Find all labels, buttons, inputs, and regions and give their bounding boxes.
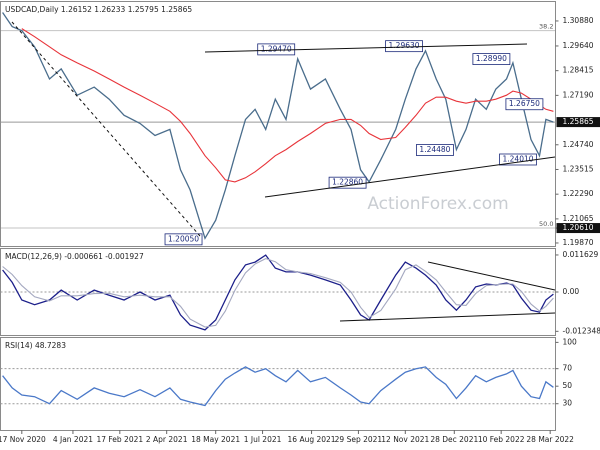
y-tick-label: 30 [563,399,573,408]
x-tick-label: 2 Apr 2021 [146,435,188,444]
x-tick-label: 17 Feb 2021 [96,435,143,444]
fib-label: 50.0 [539,220,553,228]
resistance-trendline [204,43,528,53]
rsi-panel [0,337,556,431]
series-line [21,28,554,183]
swing-label-box [505,98,544,111]
x-tick-label: 10 Feb 2022 [478,435,525,444]
swing-label-box [164,233,203,246]
swing-label-box [416,144,454,156]
swing-label: 1.28990 [476,54,507,63]
series-line [2,366,554,407]
swing-label: 1.22860 [332,178,363,187]
x-tick-label: 28 Mar 2022 [526,435,574,444]
y-tick-label: 1.27190 [563,90,594,99]
watermark: ActionForex.com [367,194,508,214]
y-tick-label: 1.19870 [563,238,594,247]
swing-label: 1.24010 [503,154,534,163]
price-panel [0,1,556,247]
last-value-box [556,117,600,128]
last-value-label: 1.25865 [563,117,594,126]
series-line [2,258,554,328]
x-tick-label: 17 Nov 2020 [0,435,46,444]
x-tick-label: 1 Jul 2021 [244,435,282,444]
panel-title: RSI(14) 48.7283 [5,341,66,350]
x-tick-label: 4 Jan 2021 [53,435,93,444]
swing-label-box [472,53,511,65]
fib-label: 38.2 [539,23,553,31]
panel-title: MACD(12,26,9) -0.000661 -0.001927 [5,252,144,261]
x-tick-label: 12 Nov 2021 [381,435,429,444]
y-tick-label: 0.011629 [563,250,599,259]
series-line [2,254,554,331]
swing-label: 1.24480 [419,145,450,154]
y-tick-label: 1.23515 [563,164,594,173]
swing-label: 1.26750 [509,99,540,108]
macd-trendline-upper [427,261,556,291]
x-tick-label: 18 May 2021 [191,435,240,444]
y-tick-label: 1.24740 [563,140,594,149]
y-tick-label: 1.21065 [563,214,594,223]
macd-trendline-lower [339,312,556,322]
y-tick-label: 1.20610 [563,223,594,232]
y-tick-label: 50 [563,381,573,390]
swing-label: 1.20050 [168,234,199,243]
y-tick-label: 0.00 [563,287,580,296]
y-tick-highlight [556,223,600,234]
x-tick-label: 16 Aug 2021 [288,435,336,444]
swing-label: 1.29630 [389,41,420,50]
x-tick-label: 29 Sep 2021 [335,435,383,444]
panel-title: USDCAD,Daily 1.26152 1.26233 1.25795 1.2… [5,5,192,14]
series-line [2,12,554,240]
y-tick-label: 1.30880 [563,16,594,25]
support-trendline [264,156,556,198]
y-tick-label: 100 [563,337,578,346]
x-tick-label: 28 Dec 2021 [430,435,478,444]
y-tick-label: 1.28415 [563,66,594,75]
swing-label: 1.29470 [261,44,292,53]
y-tick-label: -0.012348 [563,326,600,335]
y-tick-label: 1.29640 [563,41,594,50]
y-tick-label: 1.22290 [563,189,594,198]
plot-layer: USDCAD,Daily 1.26152 1.26233 1.25795 1.2… [0,5,600,444]
y-tick-label: 70 [563,364,573,373]
